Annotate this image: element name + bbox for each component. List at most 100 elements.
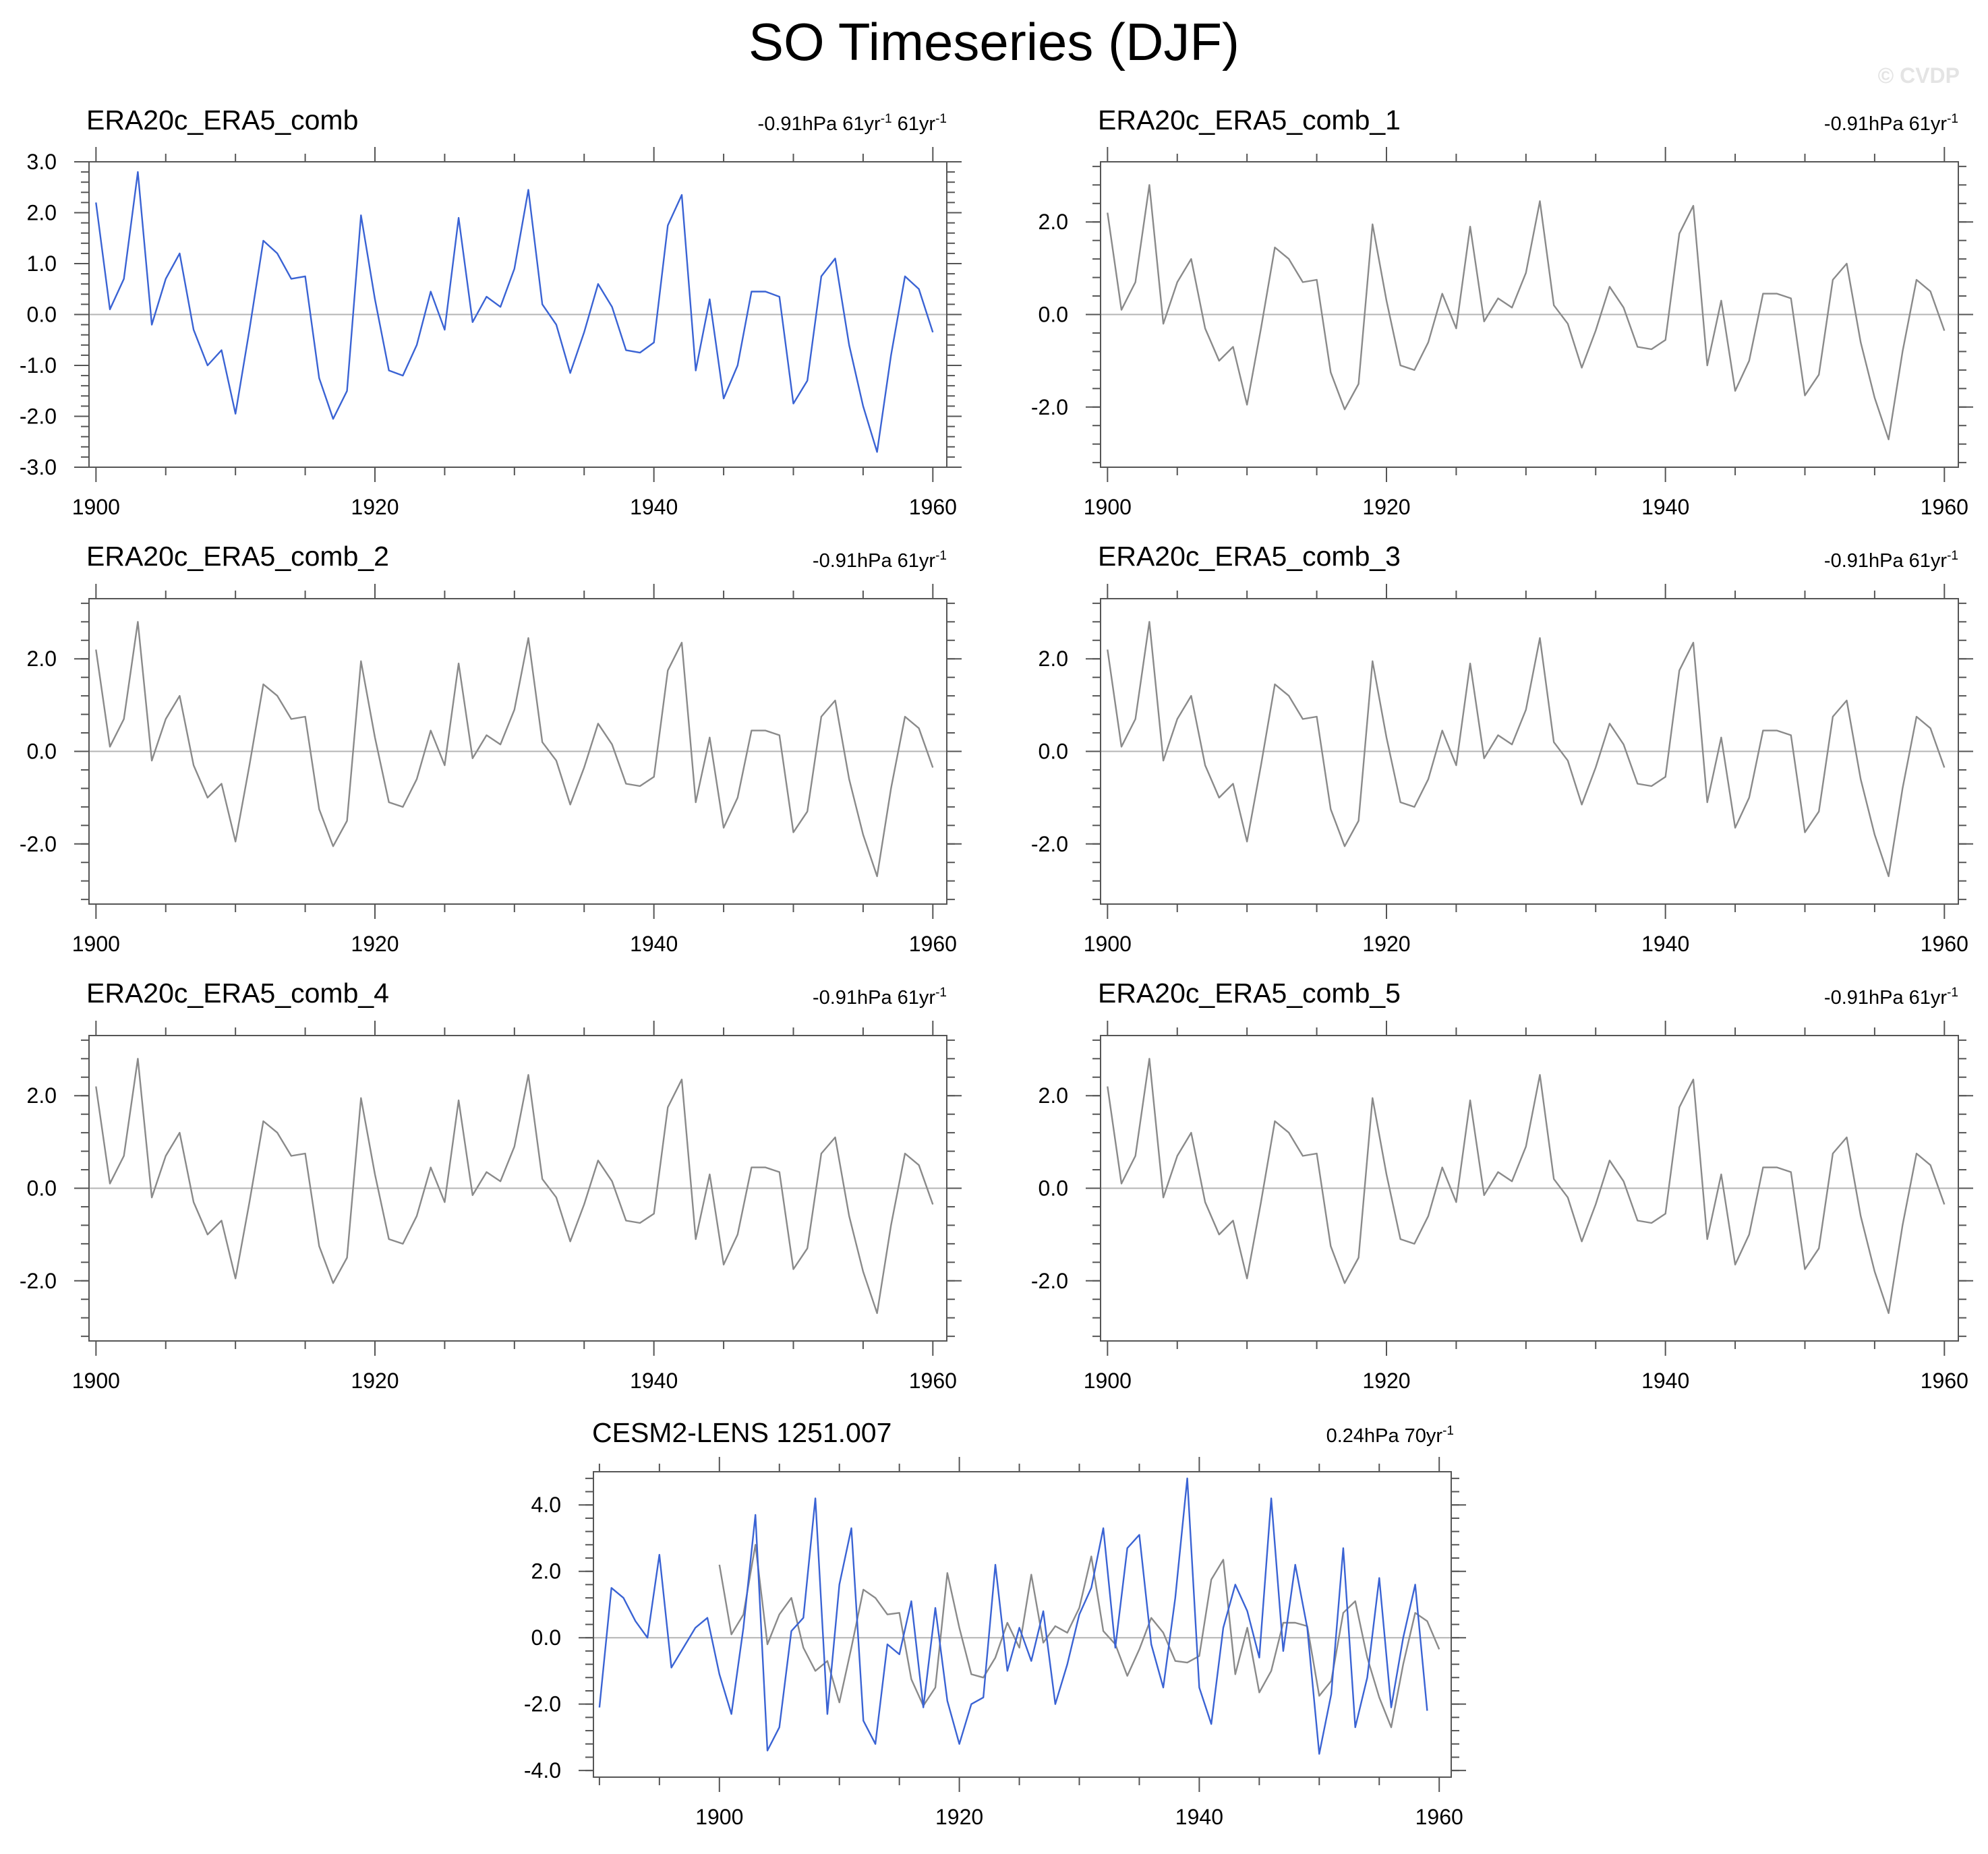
y-tick-label: 2.0 xyxy=(1039,647,1068,671)
x-tick-label: 1920 xyxy=(1362,495,1410,519)
observed-series-line xyxy=(1107,184,1946,440)
trend-exponent: -1 xyxy=(880,112,892,126)
panel-title: ERA20c_ERA5_comb_3 xyxy=(1098,541,1401,572)
x-tick-label: 1940 xyxy=(1641,932,1689,956)
panel-title: CESM2-LENS 1251.007 xyxy=(592,1417,892,1448)
trend-value: -0.91hPa 61yr xyxy=(812,550,936,572)
trend-value: -0.91hPa 61yr xyxy=(1823,550,1948,572)
y-tick-label: 0.0 xyxy=(1039,1176,1068,1201)
y-tick-label: 2.0 xyxy=(531,1559,561,1584)
y-tick-label: 2.0 xyxy=(27,1083,57,1108)
model-series-line xyxy=(598,1477,1428,1755)
trend-label: -0.91hPa 61yr-1 xyxy=(1824,108,1958,136)
trend-value: -0.91hPa 61yr xyxy=(812,987,936,1009)
x-tick-label: 1900 xyxy=(72,495,120,519)
y-tick-label: 0.0 xyxy=(27,303,57,327)
x-tick-label: 1920 xyxy=(1362,932,1410,956)
x-tick-label: 1940 xyxy=(630,495,678,519)
trend-label: -0.91hPa 61yr-1 xyxy=(1824,982,1958,1009)
y-tick-label: -2.0 xyxy=(20,832,57,856)
period-value: 61yr xyxy=(891,113,936,135)
trend-label: -0.91hPa 61yr-1 xyxy=(1824,545,1958,572)
trend-exponent: -1 xyxy=(1947,112,1958,126)
y-tick-label: -4.0 xyxy=(524,1758,561,1783)
x-tick-label: 1900 xyxy=(72,1369,120,1393)
observed-series-line xyxy=(95,621,934,878)
trend-exponent: -1 xyxy=(935,549,947,563)
observed-series-line xyxy=(95,171,934,453)
plot-frame xyxy=(88,161,947,468)
y-tick-label: 0.0 xyxy=(27,1176,57,1201)
panel-title: ERA20c_ERA5_comb xyxy=(86,104,359,136)
y-tick-label: -2.0 xyxy=(20,1269,57,1293)
panel-title: ERA20c_ERA5_comb_4 xyxy=(86,978,389,1009)
trend-value: -0.91hPa 61yr xyxy=(757,113,881,135)
trend-exponent: -1 xyxy=(1442,1424,1454,1438)
x-tick-label: 1900 xyxy=(1084,1369,1132,1393)
y-tick-label: 2.0 xyxy=(1039,210,1068,234)
page-title: SO Timeseries (DJF) xyxy=(748,12,1240,71)
y-tick-label: -1.0 xyxy=(20,353,57,378)
trend-label: 0.24hPa 70yr-1 xyxy=(1326,1420,1454,1447)
trend-label: -0.91hPa 61yr-1 xyxy=(813,982,947,1009)
trend-label: -0.91hPa 61yr-1 xyxy=(813,545,947,572)
period-exponent: -1 xyxy=(935,112,947,126)
trend-exponent: -1 xyxy=(1947,549,1958,563)
x-tick-label: 1940 xyxy=(630,932,678,956)
y-tick-label: -3.0 xyxy=(20,455,57,479)
x-tick-label: 1920 xyxy=(351,1369,399,1393)
trend-value: -0.91hPa 61yr xyxy=(1823,987,1948,1009)
x-tick-label: 1940 xyxy=(1175,1805,1223,1829)
y-tick-label: 0.0 xyxy=(27,740,57,764)
y-tick-label: 1.0 xyxy=(27,251,57,276)
trend-label: -0.91hPa 61yr-1 61yr-1 xyxy=(758,108,947,136)
y-tick-label: 4.0 xyxy=(531,1493,561,1517)
y-tick-label: 3.0 xyxy=(27,150,57,174)
plot-frame xyxy=(593,1471,1452,1778)
x-tick-label: 1960 xyxy=(1921,1369,1968,1393)
plot-frame xyxy=(1100,598,1959,905)
x-tick-label: 1960 xyxy=(1921,932,1968,956)
plot-frame xyxy=(88,1035,947,1342)
y-tick-label: -2.0 xyxy=(20,405,57,429)
y-tick-label: -2.0 xyxy=(1031,832,1068,856)
x-tick-label: 1960 xyxy=(1415,1805,1463,1829)
observed-series-line xyxy=(718,1544,1440,1729)
x-tick-label: 1940 xyxy=(1641,1369,1689,1393)
x-tick-label: 1940 xyxy=(1641,495,1689,519)
plot-frame xyxy=(1100,161,1959,468)
plot-frame xyxy=(88,598,947,905)
y-tick-label: 0.0 xyxy=(531,1625,561,1650)
x-tick-label: 1900 xyxy=(1084,932,1132,956)
y-tick-label: 2.0 xyxy=(27,201,57,225)
x-tick-label: 1920 xyxy=(1362,1369,1410,1393)
x-tick-label: 1920 xyxy=(351,495,399,519)
observed-series-line xyxy=(1107,621,1946,878)
x-tick-label: 1920 xyxy=(935,1805,983,1829)
plot-frame xyxy=(1100,1035,1959,1342)
x-tick-label: 1940 xyxy=(630,1369,678,1393)
x-tick-label: 1900 xyxy=(1084,495,1132,519)
observed-series-line xyxy=(95,1058,934,1315)
trend-exponent: -1 xyxy=(935,986,947,1000)
y-tick-label: -2.0 xyxy=(524,1692,561,1716)
trend-value: 0.24hPa 70yr xyxy=(1326,1425,1443,1447)
y-tick-label: -2.0 xyxy=(1031,395,1068,419)
panel-title: ERA20c_ERA5_comb_2 xyxy=(86,541,389,572)
y-tick-label: 0.0 xyxy=(1039,740,1068,764)
x-tick-label: 1960 xyxy=(909,495,957,519)
y-tick-label: 2.0 xyxy=(1039,1083,1068,1108)
x-tick-label: 1900 xyxy=(72,932,120,956)
x-tick-label: 1960 xyxy=(909,1369,957,1393)
y-tick-label: -2.0 xyxy=(1031,1269,1068,1293)
x-tick-label: 1920 xyxy=(351,932,399,956)
x-tick-label: 1900 xyxy=(695,1805,743,1829)
y-tick-label: 0.0 xyxy=(1039,303,1068,327)
panel-title: ERA20c_ERA5_comb_1 xyxy=(1098,104,1401,136)
trend-value: -0.91hPa 61yr xyxy=(1823,113,1948,135)
